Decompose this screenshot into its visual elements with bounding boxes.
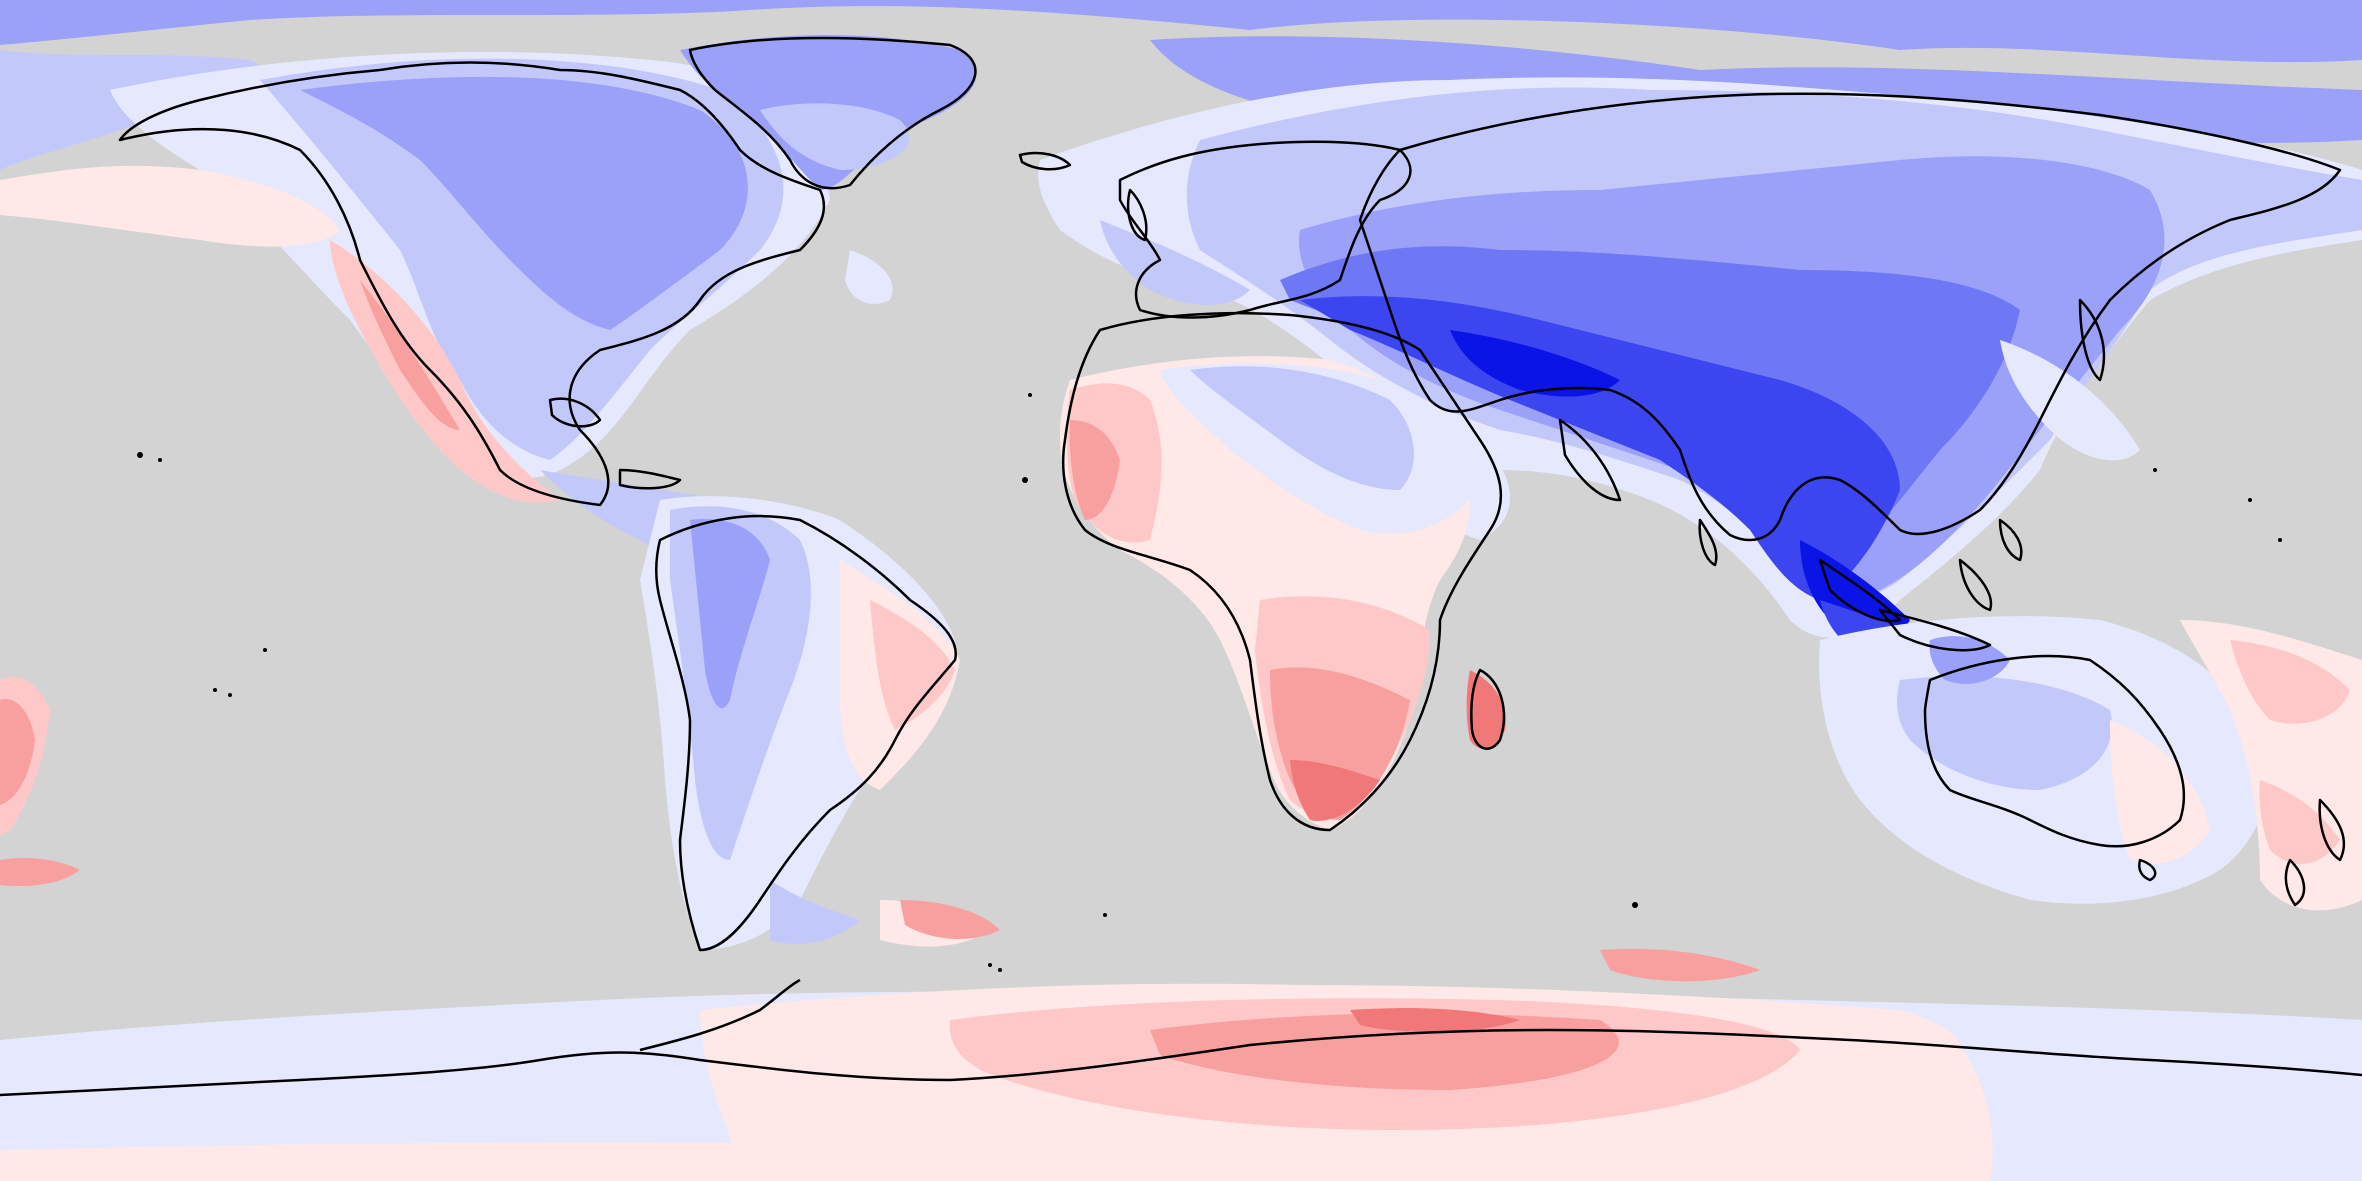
coastline-antarctica [0,1028,2362,1097]
coastline-australia [1923,654,2186,848]
pacific-warm-patch [0,676,80,887]
coastline-north-america [118,61,826,507]
eurasia-field [1038,77,2362,677]
north-america-field [0,51,830,560]
africa-field [1060,356,1506,830]
greenland-field [680,35,977,304]
australia-field [1819,616,2362,911]
coastline-south-america [655,514,958,952]
coastline-europe [1118,140,1412,319]
coastline-details [137,393,2282,972]
coastline-africa [1061,311,1503,832]
coastline-asia [1358,92,2342,542]
coastlines [0,36,2362,1097]
south-america-field [640,496,990,950]
coastline-greenland [688,36,977,190]
